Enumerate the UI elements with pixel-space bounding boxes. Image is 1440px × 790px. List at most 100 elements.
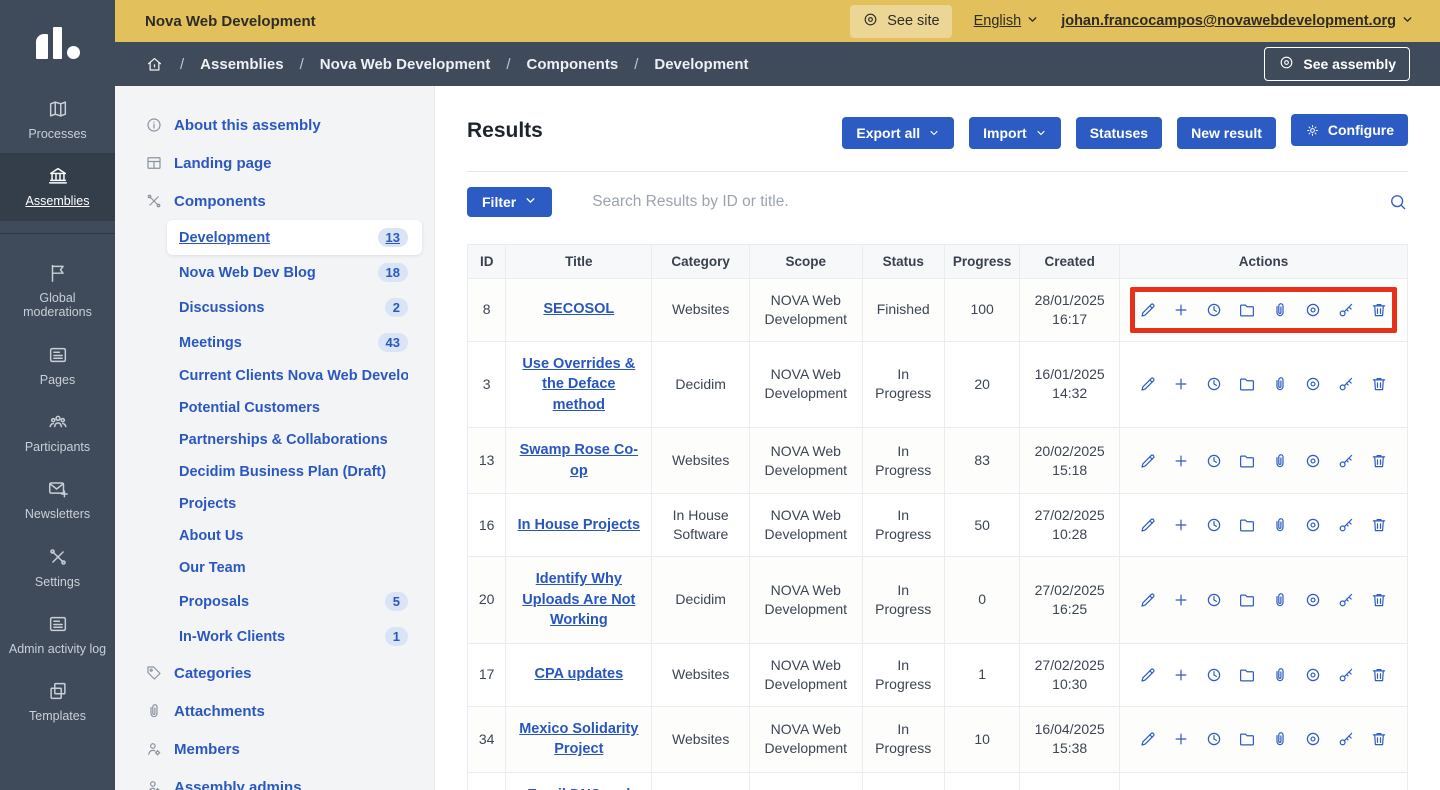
plus-action-button[interactable]: [1172, 666, 1190, 684]
result-title-link[interactable]: CPA updates: [534, 666, 624, 683]
clock-action-button[interactable]: [1205, 301, 1223, 319]
key-action-button[interactable]: [1337, 375, 1355, 393]
eye-action-button[interactable]: [1304, 375, 1322, 393]
statuses-button[interactable]: Statuses: [1075, 116, 1163, 149]
result-title-link[interactable]: Swamp Rose Co-op: [519, 442, 639, 479]
key-action-button[interactable]: [1337, 666, 1355, 684]
rail-item-newsletters[interactable]: Newsletters: [0, 466, 115, 533]
result-title-link[interactable]: Use Overrides & the Deface method: [522, 355, 636, 413]
sidebar-item-our-team[interactable]: Our Team: [167, 552, 422, 584]
breadcrumb-item-assemblies[interactable]: Assemblies: [200, 55, 284, 73]
sidebar-item-components[interactable]: Components: [115, 182, 434, 220]
import-button[interactable]: Import: [969, 116, 1061, 149]
paperclip-action-button[interactable]: [1271, 730, 1289, 748]
sidebar-item-landing-page[interactable]: Landing page: [115, 144, 434, 182]
folder-action-button[interactable]: [1238, 591, 1256, 609]
paperclip-action-button[interactable]: [1271, 516, 1289, 534]
rail-item-participants[interactable]: Participants: [0, 399, 115, 466]
clock-action-button[interactable]: [1205, 591, 1223, 609]
configure-button[interactable]: Configure: [1290, 114, 1408, 146]
trash-action-button[interactable]: [1370, 301, 1388, 319]
breadcrumb-item-development[interactable]: Development: [654, 55, 749, 73]
see-assembly-button[interactable]: See assembly: [1264, 47, 1410, 81]
folder-action-button[interactable]: [1238, 516, 1256, 534]
plus-action-button[interactable]: [1172, 452, 1190, 470]
rail-item-templates[interactable]: Templates: [0, 668, 115, 735]
new-result-button[interactable]: New result: [1177, 116, 1276, 149]
eye-action-button[interactable]: [1304, 516, 1322, 534]
plus-action-button[interactable]: [1172, 591, 1190, 609]
result-title-link[interactable]: Identify Why Uploads Are Not Working: [522, 571, 636, 629]
breadcrumb-home[interactable]: [145, 55, 164, 74]
clock-action-button[interactable]: [1205, 375, 1223, 393]
result-title-link[interactable]: In House Projects: [517, 516, 641, 533]
breadcrumb-item-components[interactable]: Components: [526, 55, 619, 73]
search-icon[interactable]: [1388, 192, 1408, 212]
sidebar-item-development[interactable]: Development 13: [167, 220, 422, 255]
sidebar-item-nova-web-dev-blog[interactable]: Nova Web Dev Blog 18: [167, 255, 422, 290]
clock-action-button[interactable]: [1205, 730, 1223, 748]
result-title-link[interactable]: SECOSOL: [543, 301, 615, 318]
key-action-button[interactable]: [1337, 591, 1355, 609]
trash-action-button[interactable]: [1370, 666, 1388, 684]
pencil-action-button[interactable]: [1139, 516, 1157, 534]
paperclip-action-button[interactable]: [1271, 666, 1289, 684]
eye-action-button[interactable]: [1304, 591, 1322, 609]
eye-action-button[interactable]: [1304, 666, 1322, 684]
sidebar-item-projects[interactable]: Projects: [167, 488, 422, 520]
rail-item-processes[interactable]: Processes: [0, 86, 115, 153]
rail-item-assemblies[interactable]: Assemblies: [0, 153, 115, 221]
key-action-button[interactable]: [1337, 730, 1355, 748]
plus-action-button[interactable]: [1172, 375, 1190, 393]
key-action-button[interactable]: [1337, 301, 1355, 319]
folder-action-button[interactable]: [1238, 730, 1256, 748]
clock-action-button[interactable]: [1205, 452, 1223, 470]
sidebar-item-discussions[interactable]: Discussions 2: [167, 290, 422, 325]
key-action-button[interactable]: [1337, 452, 1355, 470]
paperclip-action-button[interactable]: [1271, 375, 1289, 393]
sidebar-item-proposals[interactable]: Proposals 5: [167, 584, 422, 619]
pencil-action-button[interactable]: [1139, 730, 1157, 748]
trash-action-button[interactable]: [1370, 516, 1388, 534]
clock-action-button[interactable]: [1205, 516, 1223, 534]
sidebar-item-decidim-business-plan-draft[interactable]: Decidim Business Plan (Draft): [167, 456, 422, 488]
folder-action-button[interactable]: [1238, 375, 1256, 393]
language-selector[interactable]: English: [974, 13, 1040, 30]
paperclip-action-button[interactable]: [1271, 452, 1289, 470]
sidebar-item-meetings[interactable]: Meetings 43: [167, 325, 422, 360]
pencil-action-button[interactable]: [1139, 452, 1157, 470]
trash-action-button[interactable]: [1370, 591, 1388, 609]
sidebar-item-partnerships-collaborations[interactable]: Partnerships & Collaborations: [167, 424, 422, 456]
folder-action-button[interactable]: [1238, 452, 1256, 470]
sidebar-item-attachments[interactable]: Attachments: [115, 692, 434, 730]
paperclip-action-button[interactable]: [1271, 301, 1289, 319]
paperclip-action-button[interactable]: [1271, 591, 1289, 609]
folder-action-button[interactable]: [1238, 301, 1256, 319]
sidebar-item-potential-customers[interactable]: Potential Customers: [167, 392, 422, 424]
rail-item-settings[interactable]: Settings: [0, 534, 115, 601]
folder-action-button[interactable]: [1238, 666, 1256, 684]
pencil-action-button[interactable]: [1139, 375, 1157, 393]
sidebar-item-assembly-admins[interactable]: Assembly admins: [115, 768, 434, 790]
decidim-logo[interactable]: [0, 0, 115, 86]
pencil-action-button[interactable]: [1139, 666, 1157, 684]
export-all-button[interactable]: Export all: [842, 116, 955, 149]
key-action-button[interactable]: [1337, 516, 1355, 534]
trash-action-button[interactable]: [1370, 452, 1388, 470]
search-input[interactable]: [590, 191, 1388, 212]
sidebar-item-members[interactable]: Members: [115, 730, 434, 768]
trash-action-button[interactable]: [1370, 375, 1388, 393]
result-title-link[interactable]: Email DNS and database: [527, 787, 630, 790]
trash-action-button[interactable]: [1370, 730, 1388, 748]
sidebar-item-in-work-clients[interactable]: In-Work Clients 1: [167, 619, 422, 654]
eye-action-button[interactable]: [1304, 730, 1322, 748]
plus-action-button[interactable]: [1172, 516, 1190, 534]
sidebar-item-about-this-assembly[interactable]: About this assembly: [115, 106, 434, 144]
rail-item-admin-activity-log[interactable]: Admin activity log: [0, 601, 115, 668]
rail-item-pages[interactable]: Pages: [0, 332, 115, 399]
rail-item-global-moderations[interactable]: Global moderations: [0, 250, 115, 332]
plus-action-button[interactable]: [1172, 730, 1190, 748]
result-title-link[interactable]: Mexico Solidarity Project: [519, 720, 639, 758]
eye-action-button[interactable]: [1304, 301, 1322, 319]
user-menu[interactable]: johan.francocampos@novawebdevelopment.or…: [1061, 13, 1414, 30]
